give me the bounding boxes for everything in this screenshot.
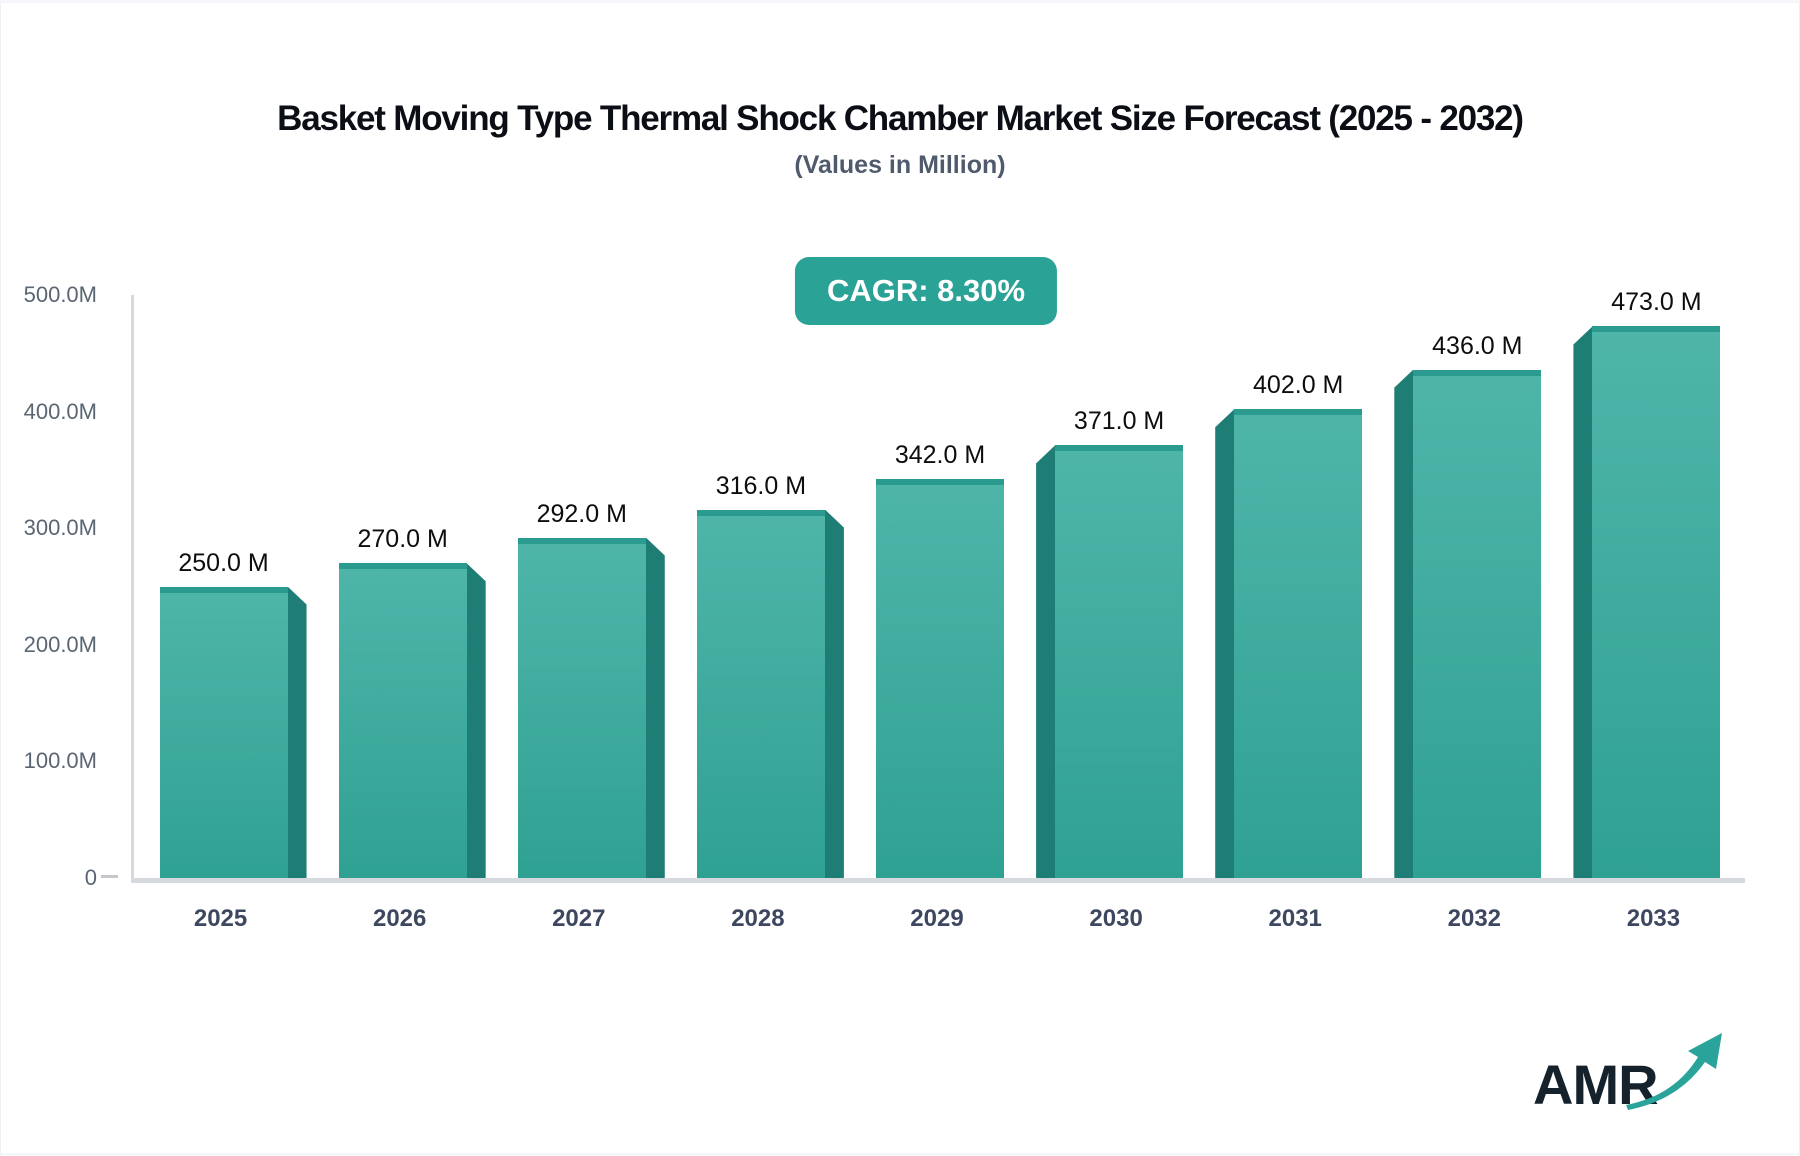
bar-2026: 270.0 M	[338, 525, 486, 878]
bar-value-label: 250.0 M	[178, 548, 269, 577]
y-tick-label: 300.0M	[23, 515, 97, 541]
bar-column-2025: 250.0 M	[134, 549, 313, 878]
y-tick-label: 500.0M	[23, 282, 97, 307]
y-tick-label: 100.0M	[23, 748, 97, 774]
bar-2030: 371.0 M	[1036, 407, 1184, 878]
bar-columns: 250.0 M 270.0 M 292.0 M 316.0 M 342.0 M 371.0…	[134, 288, 1746, 878]
bar-top-edge	[875, 479, 1004, 486]
bar-3d-side	[466, 563, 486, 878]
x-tick-label-2033: 2033	[1626, 905, 1681, 932]
bar-2028: 316.0 M	[696, 472, 844, 878]
y-tick-label: 200.0M	[23, 631, 97, 657]
bar-3d-side	[824, 509, 844, 878]
bar-column-2026: 270.0 M	[313, 525, 492, 878]
bar-top-edge	[1592, 326, 1721, 333]
bar-3d-side	[1036, 445, 1056, 878]
bar-column-2030: 371.0 M	[1030, 407, 1209, 878]
x-tick-label-2030: 2030	[1089, 905, 1143, 932]
plot-area: 250.0 M 270.0 M 292.0 M 316.0 M 342.0 M 371.0…	[131, 288, 1746, 878]
y-tick-label: 0	[84, 865, 97, 890]
bar-value-label: 436.0 M	[1432, 331, 1523, 360]
bar-top-edge	[159, 586, 288, 593]
bar-3d-side	[287, 586, 307, 878]
bar-column-2031: 402.0 M	[1209, 371, 1388, 878]
bar-2025: 250.0 M	[159, 549, 307, 878]
bar-value-label: 473.0 M	[1611, 288, 1702, 317]
bar-value-label: 402.0 M	[1253, 371, 1344, 400]
bar-3d-side	[1573, 326, 1593, 878]
bar-2032: 436.0 M	[1394, 332, 1542, 878]
chart-subtitle: (Values in Million)	[794, 151, 1006, 179]
bar-3d-side	[645, 537, 665, 878]
bar-top-edge	[696, 509, 825, 516]
x-tick-label-2032: 2032	[1447, 905, 1502, 932]
bar-top-edge	[1234, 409, 1363, 416]
x-axis-labels: 2025 2026 2027 2028 2029 2030 2031 2032 2033	[131, 905, 1743, 933]
bar-3d-side	[1394, 369, 1414, 878]
bar-column-2027: 292.0 M	[492, 500, 671, 878]
y-axis-labels: 0 100.0M 200.0M 300.0M 400.0M 500.0M	[1, 282, 97, 890]
bar-2033: 473.0 M	[1573, 288, 1721, 878]
bar-value-label: 292.0 M	[536, 499, 627, 528]
bar-top-edge	[1413, 369, 1542, 376]
bar-column-2029: 342.0 M	[850, 441, 1029, 878]
bar-2027: 292.0 M	[517, 500, 665, 878]
zero-tick-mark	[101, 875, 118, 878]
x-tick-label-2029: 2029	[910, 905, 964, 932]
bar-column-2032: 436.0 M	[1388, 332, 1567, 878]
x-tick-label-2028: 2028	[731, 905, 785, 932]
amr-logo: AMR	[1533, 1031, 1728, 1113]
bar-2031: 402.0 M	[1215, 371, 1363, 878]
growth-arrow-icon	[1625, 1033, 1722, 1110]
bar-2029: 342.0 M	[875, 441, 1004, 878]
bar-top-edge	[338, 563, 467, 570]
bar-top-edge	[517, 537, 646, 544]
y-tick-label: 400.0M	[23, 398, 97, 424]
x-tick-label-2027: 2027	[552, 905, 606, 932]
bar-3d-side	[1215, 409, 1235, 878]
chart-title: Basket Moving Type Thermal Shock Chamber…	[277, 99, 1524, 138]
x-tick-label-2031: 2031	[1268, 905, 1322, 932]
x-axis-line	[131, 878, 1745, 883]
bar-top-edge	[1055, 445, 1184, 452]
cagr-badge: CAGR: 8.30%	[794, 257, 1058, 325]
bar-value-label: 371.0 M	[1073, 407, 1165, 436]
bar-value-label: 316.0 M	[715, 471, 807, 500]
x-tick-label-2025: 2025	[193, 905, 248, 932]
bar-column-2028: 316.0 M	[671, 472, 850, 878]
x-tick-label-2026: 2026	[372, 905, 427, 932]
bar-value-label: 342.0 M	[894, 441, 986, 470]
bar-column-2033: 473.0 M	[1567, 288, 1746, 878]
bar-value-label: 270.0 M	[357, 525, 448, 554]
